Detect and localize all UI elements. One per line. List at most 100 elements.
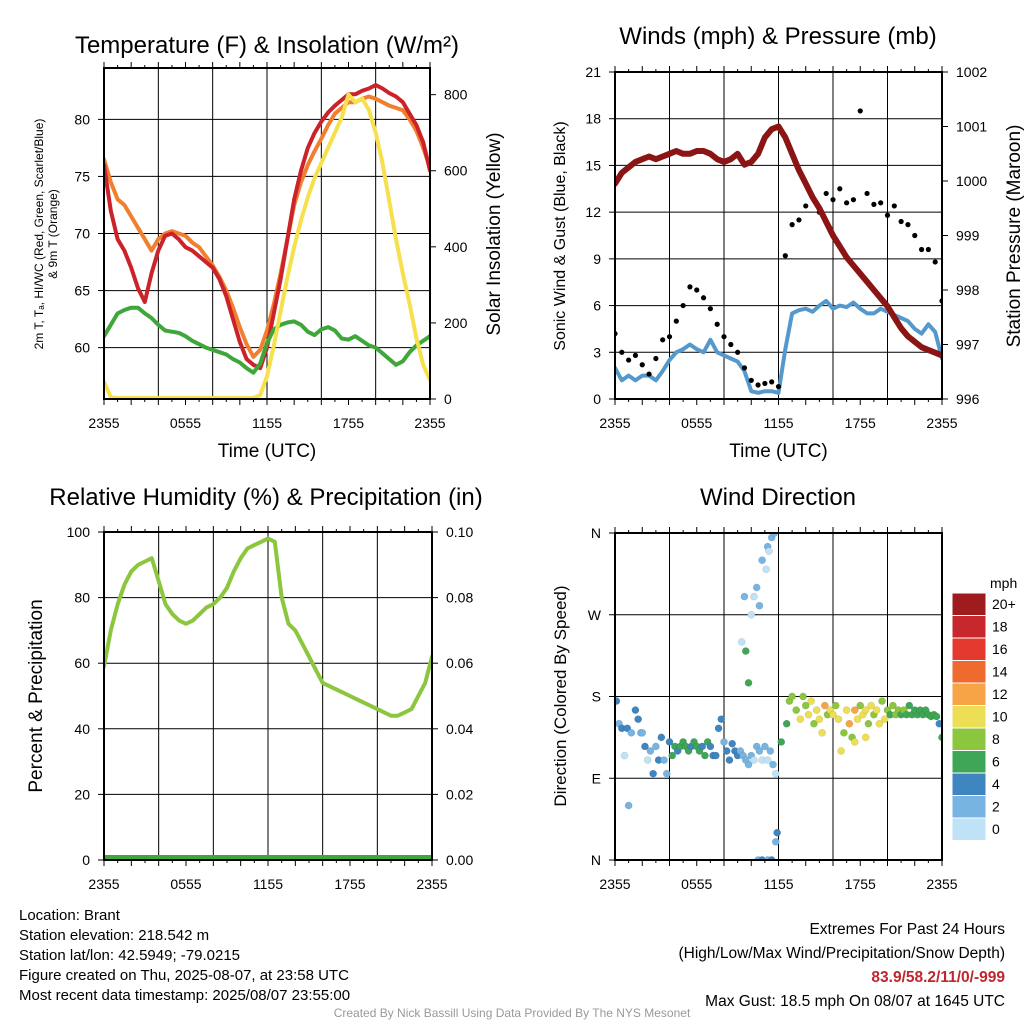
wind-y2-tick-label: 996 — [956, 391, 980, 407]
gust-point — [666, 334, 673, 340]
wind-y-tick-label: 3 — [593, 344, 601, 360]
gust-point — [796, 217, 802, 223]
wind-x-tick-label: 0555 — [681, 415, 712, 431]
legend-label: 6 — [992, 754, 1000, 770]
gust-point — [707, 306, 713, 312]
direction-point — [665, 738, 674, 746]
temp-x-tick-label: 0555 — [170, 415, 201, 431]
direction-point — [750, 592, 758, 601]
legend-label: 10 — [992, 709, 1008, 725]
gust-point — [905, 222, 911, 228]
temp-y2-tick-label: 400 — [444, 239, 468, 255]
legend-label: 18 — [992, 619, 1008, 635]
temp-y-tick-label: 70 — [74, 226, 90, 242]
legend-label: 0 — [992, 821, 1000, 837]
dir-x-tick-label: 2355 — [599, 876, 630, 892]
temp-x-tick-label: 1155 — [252, 415, 282, 431]
dir-data — [615, 533, 942, 860]
rh-series-line-0 — [104, 536, 432, 718]
legend-swatch — [951, 727, 987, 751]
wind-x-tick-label: 1755 — [845, 415, 876, 431]
rh-title: Relative Humidity (%) & Precipitation (i… — [49, 484, 482, 511]
gust-point — [884, 212, 891, 218]
gust-point — [878, 200, 884, 206]
rh-data — [104, 536, 432, 860]
direction-point — [845, 719, 854, 728]
gust-point — [680, 302, 686, 309]
direction-point — [872, 706, 881, 714]
direction-point — [744, 679, 753, 687]
wind-y-tick-label: 6 — [593, 298, 601, 314]
legend-swatch — [951, 660, 987, 684]
direction-point — [643, 756, 652, 764]
temp-y-tick-label: 65 — [74, 283, 90, 299]
direction-point — [812, 706, 821, 714]
direction-point — [807, 697, 816, 705]
direction-point — [769, 760, 777, 769]
temp-y-axis-label-2: & 9m T (Orange) — [46, 189, 60, 279]
direction-point — [747, 610, 756, 619]
direction-point — [725, 756, 734, 764]
direction-point — [818, 728, 826, 737]
gust-point — [769, 379, 775, 385]
direction-point — [624, 801, 633, 810]
dir-y-tick-label: E — [592, 770, 601, 786]
direction-point — [714, 724, 723, 733]
station-location: Location: Brant — [19, 907, 120, 924]
dir-x-tick-label: 2355 — [926, 876, 957, 892]
gust-point — [775, 383, 782, 390]
gust-point — [653, 355, 659, 362]
gust-point — [803, 203, 809, 209]
wind-y2-tick-label: 999 — [956, 228, 980, 244]
temp-y-tick-label: 75 — [74, 168, 90, 184]
wind-y-tick-label: 0 — [593, 391, 601, 407]
gust-point — [721, 334, 727, 340]
gust-point — [891, 203, 897, 209]
legend-swatch — [951, 750, 987, 774]
direction-point — [867, 701, 876, 710]
gust-point — [837, 186, 843, 192]
direction-point — [631, 706, 640, 714]
gust-point — [850, 197, 857, 203]
temp-x-tick-label: 2355 — [414, 415, 445, 431]
rh-y-tick-label: 100 — [67, 524, 91, 540]
gust-point — [700, 295, 707, 301]
direction-point — [717, 715, 726, 724]
temp-panel: 2355 0555 1155 1755 2355 Temperature (F) & In… — [32, 32, 505, 462]
legend-title: mph — [990, 575, 1017, 591]
direction-point — [762, 565, 771, 574]
gust-point — [735, 349, 741, 355]
direction-point — [850, 738, 859, 746]
direction-point — [701, 751, 709, 760]
direction-point — [657, 733, 666, 742]
direction-point — [834, 715, 843, 724]
direction-point — [799, 692, 807, 701]
temp-x-axis-label: Time (UTC) — [218, 441, 317, 462]
legend-swatch — [951, 795, 987, 819]
direction-point — [662, 769, 671, 778]
gust-point — [782, 253, 788, 259]
gust-point — [632, 352, 639, 358]
temp-y-tick-label: 60 — [74, 340, 90, 356]
direction-point — [840, 728, 848, 737]
temp-y2-tick-label: 200 — [444, 315, 468, 331]
credit-text: Created By Nick Bassill Using Data Provi… — [333, 1006, 691, 1020]
gust-point — [660, 337, 666, 343]
temp-series-line-2 — [104, 305, 430, 375]
direction-point — [842, 706, 851, 714]
direction-point — [752, 583, 761, 592]
gust-point — [673, 318, 679, 324]
direction-point — [771, 837, 780, 846]
direction-point — [766, 747, 775, 755]
dir-y-tick-label: S — [592, 689, 601, 705]
legend-label: 16 — [992, 641, 1008, 657]
station-latlon: Station lat/lon: 42.5949; -79.0215 — [19, 947, 241, 964]
direction-point — [810, 719, 818, 728]
direction-point — [792, 706, 801, 714]
direction-point — [660, 756, 668, 764]
rh-x-tick-label: 1755 — [334, 876, 365, 892]
rh-y-tick-label: 40 — [74, 721, 90, 737]
direction-point — [649, 769, 658, 778]
rh-x-tick-label: 2355 — [416, 876, 447, 892]
direction-point — [638, 728, 647, 737]
